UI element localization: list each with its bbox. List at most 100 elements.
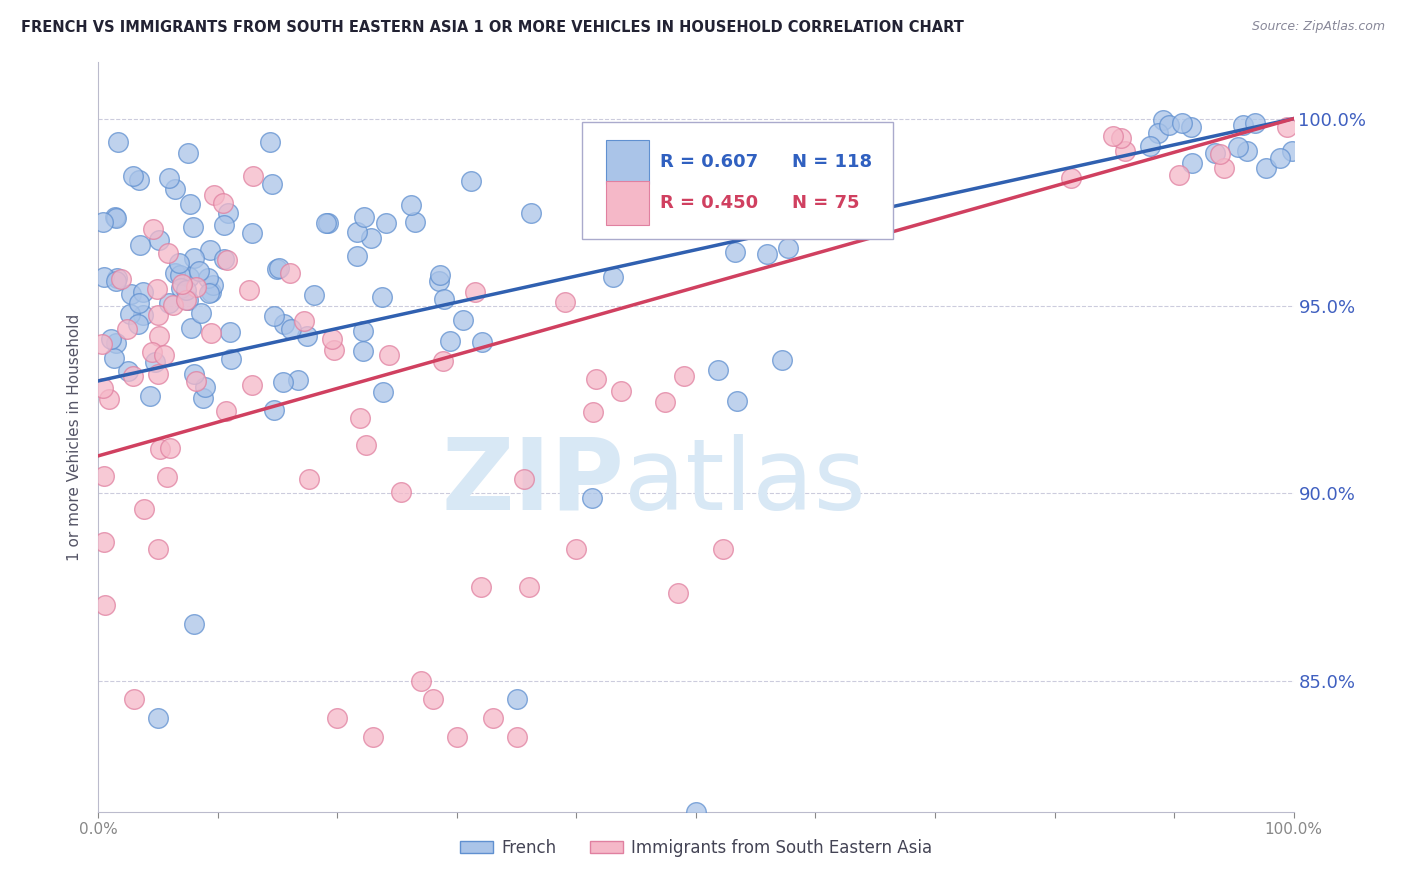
Point [169,268,191,283]
Point [565,542,588,557]
Point [352,343,374,358]
Point [174,283,197,297]
Point [374,215,396,229]
Point [1244,116,1267,130]
Point [115,322,138,336]
Point [122,169,145,183]
Point [91,381,114,395]
Point [148,328,170,343]
Point [517,580,540,594]
Point [104,211,127,225]
Point [259,135,281,149]
Point [156,470,179,484]
Point [91,215,114,229]
Point [352,324,374,338]
Point [217,253,239,268]
Point [98,392,121,406]
Point [194,380,217,394]
Point [360,231,382,245]
Point [1139,138,1161,153]
FancyBboxPatch shape [582,122,893,238]
Point [464,285,486,299]
Point [139,389,162,403]
Point [273,318,295,332]
Point [1114,145,1136,159]
Point [422,692,444,706]
Point [581,405,603,419]
Point [107,136,129,150]
Point [219,352,242,367]
Point [304,288,326,302]
Point [321,332,343,346]
Point [127,317,149,331]
Point [755,246,778,260]
Point [263,309,285,323]
Point [446,730,468,744]
Point [132,308,155,322]
Text: R = 0.450: R = 0.450 [661,194,758,212]
Point [742,214,765,228]
Point [471,335,494,350]
Point [142,222,165,236]
Point [201,278,224,293]
Point [157,296,180,310]
Point [103,351,125,365]
Point [263,402,285,417]
Point [94,598,117,612]
Point [148,711,170,725]
Point [519,206,541,220]
Point [378,348,401,362]
Point [177,145,200,160]
Point [145,354,167,368]
Point [1157,118,1180,132]
Point [460,174,482,188]
Point [725,393,748,408]
Point [146,368,169,382]
Point [148,234,170,248]
Point [262,177,284,191]
Point [211,195,233,210]
Point [1167,168,1189,182]
Point [512,472,534,486]
Point [238,283,260,297]
Point [128,296,150,310]
Text: ZIP: ZIP [441,434,624,531]
Point [346,249,368,263]
Point [179,197,201,211]
Point [128,172,150,186]
Point [240,378,263,392]
Point [373,384,395,399]
Point [148,542,170,557]
Point [411,673,433,688]
Text: R = 0.607: R = 0.607 [661,153,758,171]
Point [554,295,576,310]
Point [110,272,132,286]
Point [197,271,219,285]
Text: N = 118: N = 118 [792,153,872,171]
Point [1256,161,1278,175]
Point [654,395,676,409]
Point [174,293,197,307]
Point [391,485,413,500]
Point [581,491,603,505]
Point [610,384,633,398]
Point [1060,170,1083,185]
Point [770,352,793,367]
Text: Source: ZipAtlas.com: Source: ZipAtlas.com [1251,20,1385,33]
Point [183,368,205,382]
Point [1275,120,1298,135]
Point [1213,161,1236,176]
Point [1232,118,1254,132]
Point [105,271,128,285]
Point [1152,112,1174,127]
Point [156,246,179,260]
Legend: French, Immigrants from South Eastern Asia: French, Immigrants from South Eastern As… [453,832,939,863]
Point [120,307,142,321]
Point [163,182,186,196]
Point [242,169,264,184]
Point [1281,144,1303,158]
Point [132,501,155,516]
Point [349,411,371,425]
Point [212,219,235,233]
Point [157,171,180,186]
